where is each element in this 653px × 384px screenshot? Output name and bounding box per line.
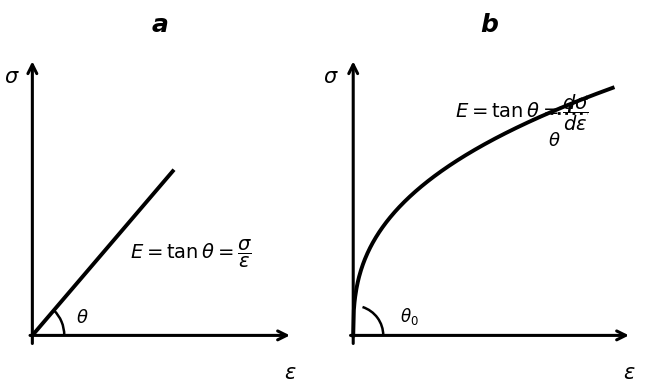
Text: $\sigma$: $\sigma$ <box>323 67 340 87</box>
Text: $\boldsymbol{b}$: $\boldsymbol{b}$ <box>481 13 499 37</box>
Text: $E = \tan\theta = \dfrac{\sigma}{\varepsilon}$: $E = \tan\theta = \dfrac{\sigma}{\vareps… <box>129 238 251 270</box>
Text: $\boldsymbol{a}$: $\boldsymbol{a}$ <box>151 13 168 37</box>
Text: $\varepsilon$: $\varepsilon$ <box>284 362 296 382</box>
Text: $\theta$: $\theta$ <box>76 309 88 327</box>
Text: $\varepsilon$: $\varepsilon$ <box>623 362 635 382</box>
Text: $E = \tan\theta = \dfrac{d\sigma}{d\varepsilon}$: $E = \tan\theta = \dfrac{d\sigma}{d\vare… <box>455 93 590 133</box>
Text: $\theta$: $\theta$ <box>548 132 560 150</box>
Text: $\theta_0$: $\theta_0$ <box>400 306 419 327</box>
Text: $\sigma$: $\sigma$ <box>4 67 20 87</box>
